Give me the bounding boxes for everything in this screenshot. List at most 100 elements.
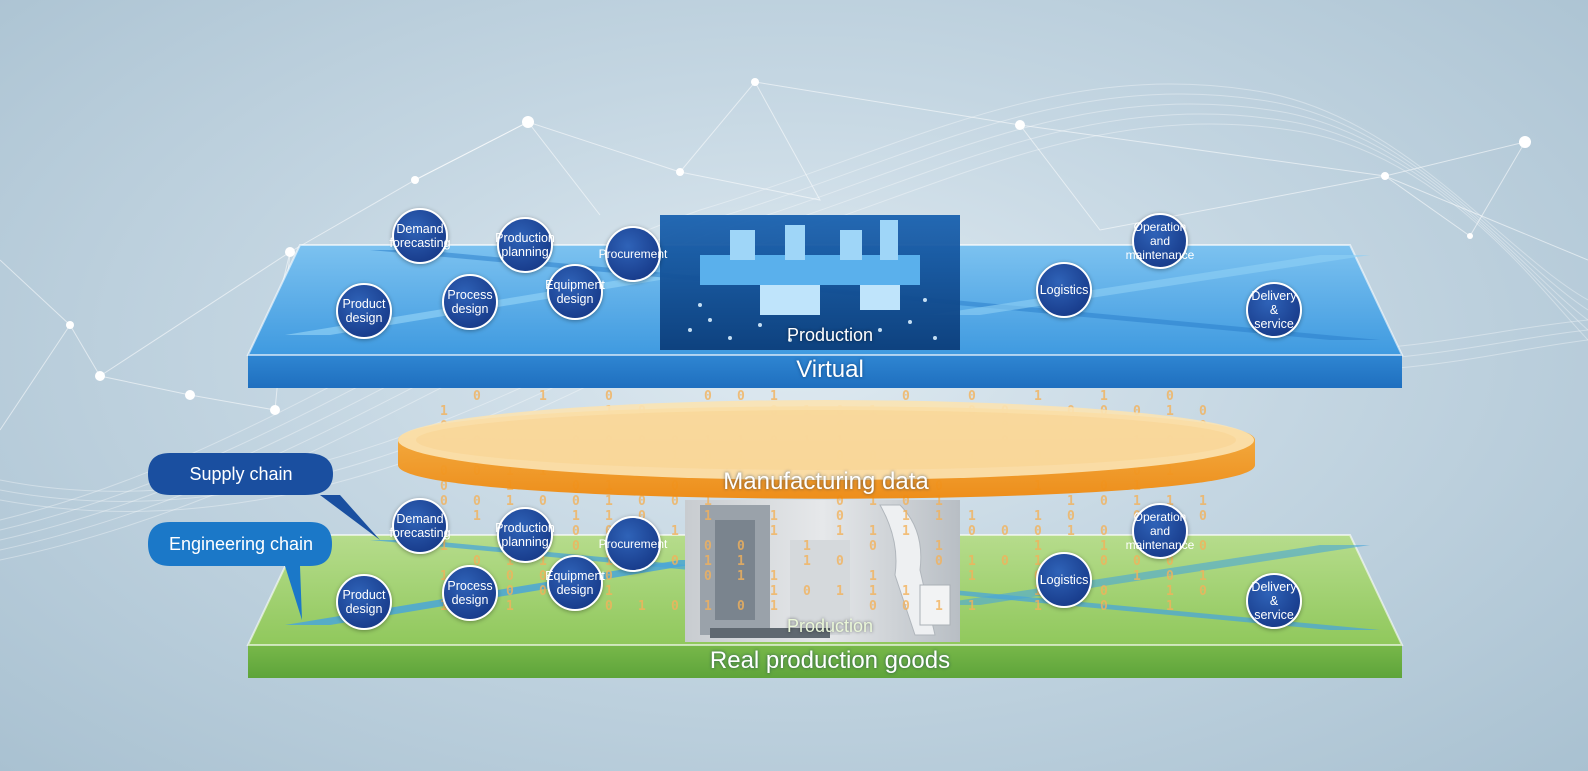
binary-digit: 1 <box>869 494 877 509</box>
binary-digit: 1 <box>935 599 943 614</box>
binary-digit: 1 <box>1166 599 1174 614</box>
binary-digit: 1 <box>968 599 976 614</box>
binary-digit: 0 <box>737 389 745 404</box>
virtual-node-procurement: Procurement <box>599 226 667 282</box>
binary-digit: 0 <box>440 494 448 509</box>
binary-digit: 1 <box>968 509 976 524</box>
binary-digit: 0 <box>1199 509 1207 524</box>
binary-digit: 0 <box>1166 389 1174 404</box>
virtual-node-process-design: Process design <box>442 274 498 330</box>
real-production-label: Production <box>786 616 874 636</box>
binary-digit: 0 <box>968 524 976 539</box>
real-node-product-design: Product design <box>336 574 392 630</box>
binary-digit: 0 <box>1133 554 1141 569</box>
binary-digit: 1 <box>902 524 910 539</box>
virtual-node-logistics: Logistics <box>1036 262 1092 318</box>
binary-digit: 1 <box>869 584 877 599</box>
binary-digit: 1 <box>935 494 943 509</box>
binary-digit: 0 <box>506 584 514 599</box>
real-node-operation-maintenance: Operation and maintenance <box>1126 503 1194 559</box>
binary-digit: 1 <box>902 509 910 524</box>
binary-digit: 1 <box>1100 539 1108 554</box>
binary-digit: 0 <box>1100 524 1108 539</box>
binary-digit: 1 <box>1199 569 1207 584</box>
binary-digit: 1 <box>1034 509 1042 524</box>
binary-digit: 0 <box>605 569 613 584</box>
binary-digit: 0 <box>1034 524 1042 539</box>
binary-digit: 1 <box>737 554 745 569</box>
binary-digit: 1 <box>506 599 514 614</box>
binary-digit: 0 <box>1067 509 1075 524</box>
binary-digit: 0 <box>1001 524 1009 539</box>
binary-digit: 0 <box>671 599 679 614</box>
binary-digit: 0 <box>704 539 712 554</box>
binary-digit: 1 <box>836 524 844 539</box>
binary-digit: 1 <box>1166 404 1174 419</box>
virtual-production-label: Production <box>786 325 874 345</box>
binary-digit: 1 <box>605 494 613 509</box>
binary-digit: 0 <box>572 524 580 539</box>
binary-digit: 1 <box>1199 494 1207 509</box>
binary-digit: 0 <box>539 569 547 584</box>
binary-digit: 0 <box>1166 569 1174 584</box>
binary-digit: 0 <box>539 584 547 599</box>
real-node-process-design: Process design <box>442 565 498 621</box>
virtual-node-delivery-service: Delivery & service <box>1246 282 1302 338</box>
binary-digit: 1 <box>605 509 613 524</box>
binary-digit: 0 <box>1001 554 1009 569</box>
binary-digit: 1 <box>1067 524 1075 539</box>
real-node-logistics: Logistics <box>1036 552 1092 608</box>
binary-digit: 1 <box>704 599 712 614</box>
binary-digit: 1 <box>1100 389 1108 404</box>
binary-digit: 1 <box>1166 494 1174 509</box>
binary-digit: 1 <box>1133 569 1141 584</box>
binary-digit: 1 <box>506 554 514 569</box>
supply-chain-label: Supply chain <box>189 464 293 484</box>
binary-digit: 1 <box>440 569 448 584</box>
binary-digit: 1 <box>968 554 976 569</box>
virtual-node-equipment-design: Equipment design <box>545 264 605 320</box>
binary-digit: 0 <box>836 494 844 509</box>
real-plane-label: Real production goods <box>709 647 951 674</box>
binary-digit: 1 <box>770 584 778 599</box>
binary-digit: 0 <box>935 554 943 569</box>
engineering-chain-label: Engineering chain <box>168 534 314 554</box>
manufacturing-data-ring <box>398 400 1255 499</box>
binary-digit: 1 <box>671 524 679 539</box>
virtual-node-operation-maintenance: Operation and maintenance <box>1126 213 1194 269</box>
binary-digit: 0 <box>671 554 679 569</box>
binary-digit: 1 <box>770 524 778 539</box>
binary-digit: 0 <box>902 599 910 614</box>
binary-digit: 0 <box>1100 584 1108 599</box>
binary-digit: 0 <box>1133 404 1141 419</box>
binary-digit: 0 <box>1199 584 1207 599</box>
real-node-demand-forecasting: Demand forecasting <box>389 498 451 554</box>
supply-chain-callout <box>148 453 380 540</box>
binary-digit: 0 <box>572 539 580 554</box>
binary-digit: 1 <box>539 389 547 404</box>
binary-digit: 0 <box>638 494 646 509</box>
binary-digit: 1 <box>704 509 712 524</box>
binary-digit: 1 <box>902 584 910 599</box>
binary-digit: 1 <box>803 554 811 569</box>
engineering-chain-callout <box>148 522 332 620</box>
binary-digit: 0 <box>440 479 448 494</box>
binary-digit: 1 <box>803 539 811 554</box>
virtual-node-product-design: Product design <box>336 283 392 339</box>
binary-digit: 1 <box>968 569 976 584</box>
binary-digit: 0 <box>1100 554 1108 569</box>
binary-digit: 1 <box>869 569 877 584</box>
virtual-plane-label: Virtual <box>796 356 864 383</box>
binary-digit: 0 <box>902 494 910 509</box>
binary-digit: 0 <box>506 569 514 584</box>
binary-digit: 1 <box>935 509 943 524</box>
binary-digit: 1 <box>770 599 778 614</box>
binary-digit: 1 <box>440 599 448 614</box>
virtual-node-demand-forecasting: Demand forecasting <box>389 208 451 264</box>
binary-digit: 0 <box>737 539 745 554</box>
binary-digit: 0 <box>605 599 613 614</box>
binary-digit: 1 <box>1034 539 1042 554</box>
binary-digit: 1 <box>1034 599 1042 614</box>
virtual-node-production-planning: Production planning <box>495 217 555 273</box>
binary-digit: 1 <box>737 569 745 584</box>
